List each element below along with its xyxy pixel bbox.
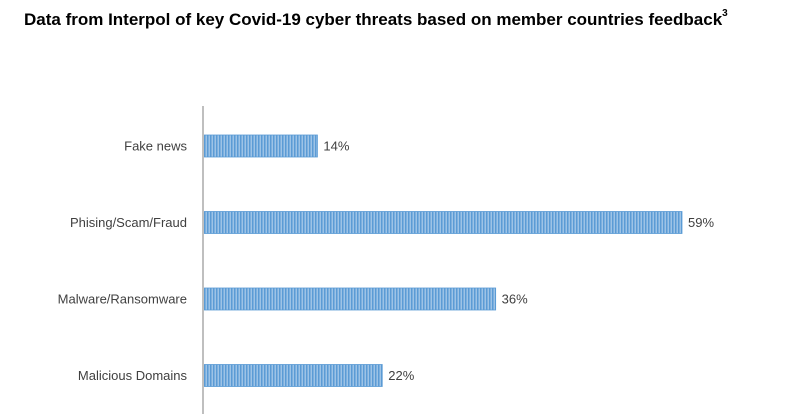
data-label: 36% [502, 292, 528, 307]
title-footnote: 3 [722, 8, 728, 20]
data-label: 59% [688, 215, 714, 230]
category-label: Malicious Domains [78, 368, 188, 383]
data-label: 22% [388, 368, 414, 383]
bar-3 [203, 364, 383, 387]
category-label: Fake news [124, 139, 187, 154]
bar-1 [203, 211, 683, 234]
bar-2 [203, 287, 497, 311]
chart-title-text: Data from Interpol of key Covid-19 cyber… [24, 10, 723, 29]
bars-layer: Fake news 14% Phising/Scam/Fraud 59% Malware… [58, 134, 714, 387]
bar-0 [203, 134, 318, 158]
category-label: Phising/Scam/Fraud [70, 215, 187, 230]
category-label: Malware/Ransomware [58, 292, 187, 307]
data-label: 14% [323, 139, 349, 154]
chart-title: Data from Interpol of key Covid-19 cyber… [24, 8, 728, 30]
